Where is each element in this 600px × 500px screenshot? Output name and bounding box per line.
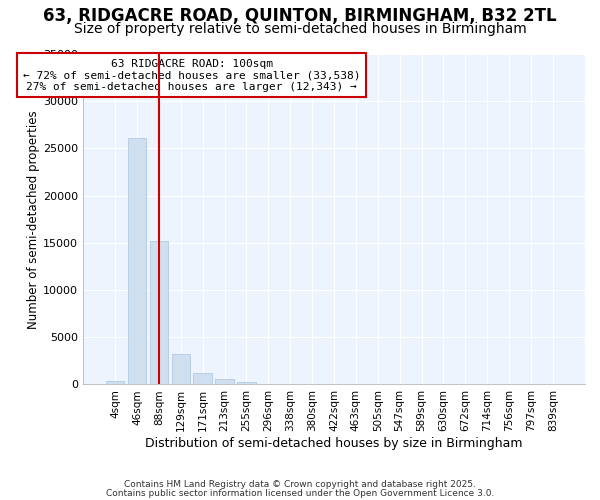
Bar [237,382,256,384]
Text: Size of property relative to semi-detached houses in Birmingham: Size of property relative to semi-detach… [74,22,526,36]
Text: 63, RIDGACRE ROAD, QUINTON, BIRMINGHAM, B32 2TL: 63, RIDGACRE ROAD, QUINTON, BIRMINGHAM, … [43,8,557,26]
Bar [106,380,124,384]
Bar [128,138,146,384]
Bar [172,354,190,384]
Bar [149,241,168,384]
Text: 63 RIDGACRE ROAD: 100sqm
← 72% of semi-detached houses are smaller (33,538)
27% : 63 RIDGACRE ROAD: 100sqm ← 72% of semi-d… [23,58,361,92]
Bar [193,373,212,384]
Bar [215,379,234,384]
X-axis label: Distribution of semi-detached houses by size in Birmingham: Distribution of semi-detached houses by … [145,437,523,450]
Text: Contains HM Land Registry data © Crown copyright and database right 2025.: Contains HM Land Registry data © Crown c… [124,480,476,489]
Text: Contains public sector information licensed under the Open Government Licence 3.: Contains public sector information licen… [106,488,494,498]
Y-axis label: Number of semi-detached properties: Number of semi-detached properties [27,110,40,328]
